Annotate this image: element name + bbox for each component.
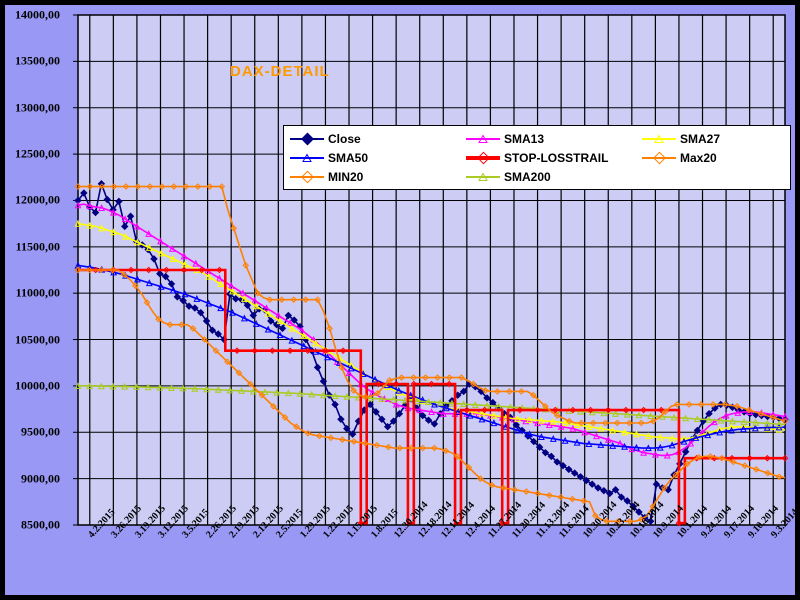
y-axis-tick-label: 11000,00 <box>15 285 60 300</box>
y-axis-tick-label: 8500,00 <box>21 517 60 532</box>
y-axis-tick-label: 14000,00 <box>15 7 60 22</box>
series-sma200 <box>74 382 786 428</box>
chart-plot-canvas <box>73 14 789 527</box>
triangle-icon <box>302 153 312 162</box>
legend-label: SMA27 <box>680 131 721 146</box>
legend-item-sma200[interactable]: SMA200 <box>466 170 551 184</box>
chart-legend: Close SMA13 SMA27 SMA50 STOP-LOSSTRAIL Max20 M… <box>283 125 791 190</box>
legend-label: STOP-LOSSTRAIL <box>504 150 609 165</box>
legend-item-close[interactable]: Close <box>290 132 361 146</box>
y-axis-tick-label: 12500,00 <box>15 146 60 161</box>
legend-marker-icon <box>466 151 500 165</box>
legend-row: MIN20 SMA200 <box>290 167 784 186</box>
legend-label: Close <box>328 131 361 146</box>
chart-title: DAX-DETAIL <box>230 63 330 80</box>
legend-marker-icon <box>642 132 676 146</box>
legend-item-sma50[interactable]: SMA50 <box>290 151 368 165</box>
legend-label: MIN20 <box>328 169 364 184</box>
legend-item-sma13[interactable]: SMA13 <box>466 132 544 146</box>
triangle-icon <box>478 134 488 143</box>
legend-label: SMA200 <box>504 169 551 184</box>
legend-marker-icon <box>642 151 676 165</box>
legend-marker-icon <box>290 151 324 165</box>
legend-label: Max20 <box>680 150 717 165</box>
legend-marker-icon <box>290 132 324 146</box>
legend-item-min20[interactable]: MIN20 <box>290 170 363 184</box>
y-axis-tick-label: 9500,00 <box>21 424 60 439</box>
legend-marker-icon <box>466 132 500 146</box>
legend-marker-icon <box>466 170 500 184</box>
legend-row: SMA50 STOP-LOSSTRAIL Max20 <box>290 148 784 167</box>
series-sma50 <box>74 261 786 452</box>
series-min20 <box>74 266 786 525</box>
y-axis-tick-label: 9000,00 <box>21 471 60 486</box>
series-max20 <box>74 183 789 427</box>
triangle-icon <box>654 134 664 143</box>
y-axis-tick-label: 10500,00 <box>15 332 60 347</box>
legend-item-stop-losstrail[interactable]: STOP-LOSSTRAIL <box>466 151 608 165</box>
y-axis-tick-label: 12000,00 <box>15 192 60 207</box>
legend-item-sma27[interactable]: SMA27 <box>642 132 720 146</box>
legend-marker-icon <box>290 170 324 184</box>
triangle-icon <box>478 172 488 181</box>
y-axis-tick-label: 13500,00 <box>15 53 60 68</box>
legend-item-max20[interactable]: Max20 <box>642 151 717 165</box>
y-axis-tick-label: 13000,00 <box>15 100 60 115</box>
y-axis-tick-label: 11500,00 <box>15 239 60 254</box>
legend-row: Close SMA13 SMA27 <box>290 129 784 148</box>
legend-label: SMA50 <box>328 150 369 165</box>
legend-label: SMA13 <box>504 131 545 146</box>
y-axis-tick-label: 10000,00 <box>15 378 60 393</box>
